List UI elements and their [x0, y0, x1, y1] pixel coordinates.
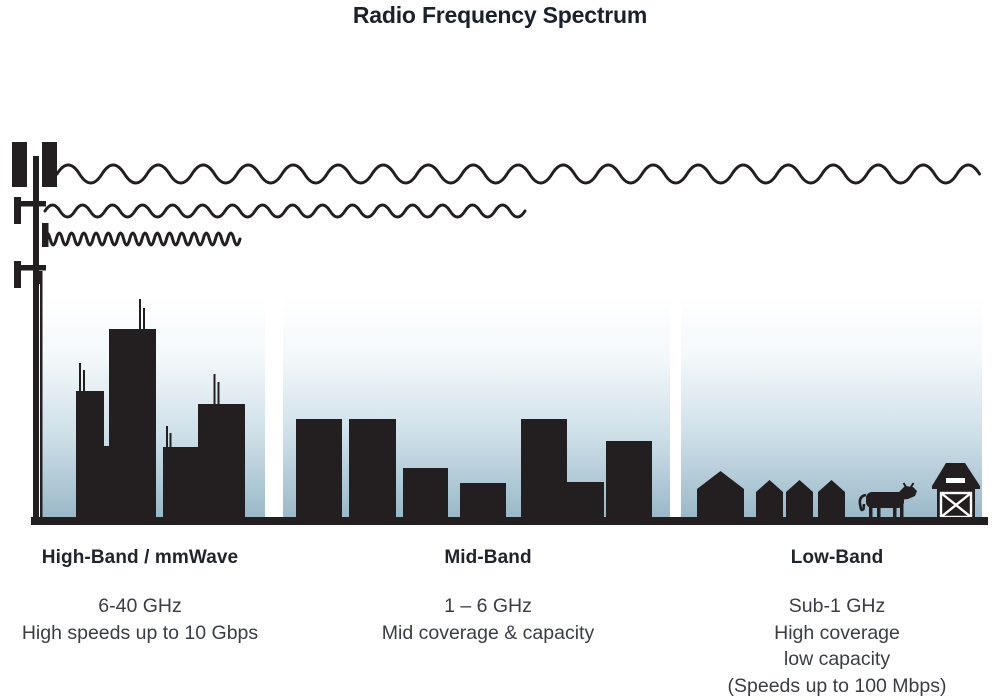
high-band-description: High speeds up to 10 Gbps: [21, 621, 259, 644]
mid-band-heading: Mid-Band: [444, 547, 532, 568]
low-band-coverage: High coverage: [774, 621, 900, 644]
mid-band-frequency: 1 – 6 GHz: [444, 595, 532, 617]
rooftop-antenna-icon: [213, 374, 216, 405]
rooftop-antenna-icon: [166, 426, 168, 448]
medium-wavelength-wave-icon: [43, 203, 527, 219]
barn-loft-vent: [946, 478, 965, 483]
rooftop-antenna-icon: [169, 433, 172, 448]
city-skyline-icon: [76, 299, 245, 518]
mid-band-description: Mid coverage & capacity: [381, 621, 595, 644]
page-title: Radio Frequency Spectrum: [352, 2, 648, 28]
house-icon: [697, 471, 744, 518]
cell-tower-icon: [12, 142, 57, 518]
cow-icon: [858, 482, 917, 518]
rooftop-antenna-icon: [139, 299, 141, 330]
mid-band-sky-panel: [283, 296, 670, 518]
house-icon: [818, 480, 845, 518]
low-band-label: Low-Band Sub-1 GHz High coverage low cap…: [697, 546, 977, 699]
long-wavelength-wave-icon: [55, 163, 981, 185]
barn-icon: [932, 463, 980, 519]
high-band-label: High-Band / mmWave 6-40 GHz High speeds …: [0, 546, 280, 646]
cow-tail: [858, 493, 867, 512]
radio-waves: [42, 163, 981, 247]
house-icon: [756, 480, 783, 518]
house-icon: [786, 480, 813, 518]
barn-roof: [932, 463, 980, 489]
town-buildings-icon: [296, 419, 652, 518]
cow-horns: [902, 482, 915, 488]
cow-head: [899, 486, 917, 500]
suburb-houses-icon: [697, 471, 845, 518]
short-wavelength-wave-icon: [42, 231, 242, 247]
rooftop-antenna-icon: [143, 308, 145, 330]
high-band-frequency: 6-40 GHz: [98, 595, 182, 617]
rooftop-antenna-icon: [79, 363, 81, 392]
low-band-capacity: low capacity: [783, 648, 891, 670]
mid-band-label: Mid-Band 1 – 6 GHz Mid coverage & capaci…: [348, 546, 628, 646]
low-band-frequency: Sub-1 GHz: [788, 595, 886, 617]
ground-line: [31, 517, 988, 525]
low-band-speed: (Speeds up to 100 Mbps): [727, 674, 947, 697]
low-band-heading: Low-Band: [790, 547, 884, 568]
high-band-heading: High-Band / mmWave: [41, 547, 239, 568]
barn-body: [937, 485, 975, 518]
rooftop-antenna-icon: [217, 382, 220, 405]
rooftop-antenna-icon: [83, 370, 85, 392]
